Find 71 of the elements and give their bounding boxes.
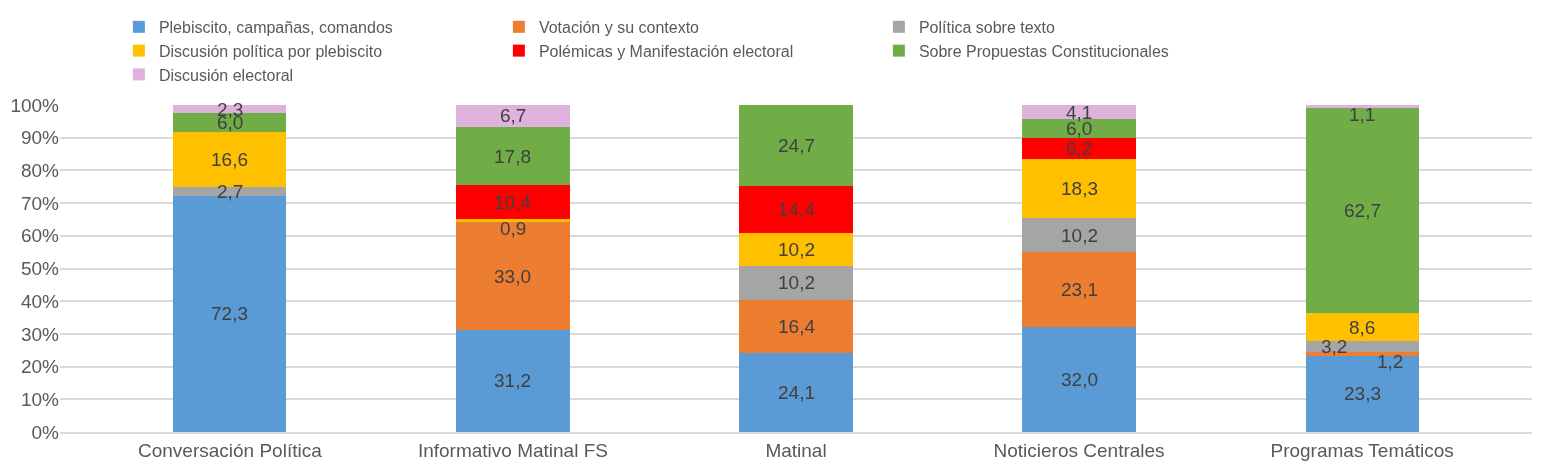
data-label: 62,7 xyxy=(1344,200,1381,221)
y-tick-label: 20% xyxy=(20,356,60,378)
data-label: 23,3 xyxy=(1344,383,1381,404)
x-tick-label: Programas Temáticos xyxy=(1270,439,1454,461)
bar xyxy=(1305,313,1419,342)
data-label: 0,9 xyxy=(500,218,527,239)
data-label: 4,1 xyxy=(1066,102,1093,123)
data-label: 32,0 xyxy=(1061,369,1098,390)
data-label: 72,3 xyxy=(211,303,248,324)
legend-label: Discusión política por plebiscito xyxy=(158,42,383,60)
legend-label: Política sobre texto xyxy=(918,19,1056,37)
legend-label: Votación y su contexto xyxy=(538,19,700,37)
y-tick-label: 10% xyxy=(20,388,60,410)
x-tick-label: Conversación Política xyxy=(137,439,323,461)
data-label: 10,4 xyxy=(494,192,532,213)
data-label: 6,2 xyxy=(1066,138,1093,159)
legend-label: Discusión electoral xyxy=(158,66,294,84)
bar xyxy=(1022,218,1136,252)
data-label: 23,1 xyxy=(1061,279,1098,300)
bar xyxy=(1305,105,1419,109)
bar xyxy=(739,353,853,432)
bar xyxy=(456,105,570,127)
legend-label: Polémicas y Manifestación electoral xyxy=(538,42,794,60)
data-label: 1,1 xyxy=(1349,104,1376,125)
data-label: 6,7 xyxy=(500,105,527,126)
data-label: 24,1 xyxy=(778,382,815,403)
bar xyxy=(739,266,853,300)
bar xyxy=(1305,108,1419,314)
bar xyxy=(739,299,853,354)
data-label: 3,2 xyxy=(1321,336,1348,357)
y-tick-label: 80% xyxy=(20,160,60,182)
x-tick-label: Noticieros Centrales xyxy=(993,439,1165,461)
y-tick-label: 50% xyxy=(20,258,60,280)
bar xyxy=(456,222,570,330)
data-label: 1,2 xyxy=(1377,351,1404,372)
y-tick-label: 100% xyxy=(10,94,60,116)
y-tick-label: 30% xyxy=(20,323,60,345)
data-label: 24,7 xyxy=(778,135,815,156)
data-label: 10,2 xyxy=(778,272,815,293)
data-label: 33,0 xyxy=(494,266,531,287)
data-label: 16,6 xyxy=(211,149,248,170)
y-tick-label: 60% xyxy=(20,225,60,247)
y-tick-label: 40% xyxy=(20,290,60,312)
x-tick-label: Informativo Matinal FS xyxy=(417,439,608,461)
bar xyxy=(1022,138,1136,159)
data-label: 17,8 xyxy=(494,146,531,167)
bar xyxy=(739,185,853,233)
data-label: 10,2 xyxy=(778,239,815,260)
data-label: 10,2 xyxy=(1061,225,1098,246)
y-tick-label: 0% xyxy=(31,421,60,443)
legend-label: Plebiscito, campañas, comandos xyxy=(158,19,393,37)
bar xyxy=(1022,251,1136,328)
bar xyxy=(456,126,570,186)
y-tick-label: 70% xyxy=(20,192,60,214)
y-tick-label: 90% xyxy=(20,127,60,149)
bar xyxy=(173,132,287,187)
legend-label: Sobre Propuestas Constitucionales xyxy=(918,42,1169,60)
bar xyxy=(456,219,570,223)
bar xyxy=(456,185,570,220)
data-label: 18,3 xyxy=(1061,178,1098,199)
data-label: 8,6 xyxy=(1349,317,1376,338)
bar xyxy=(739,232,853,267)
data-label: 31,2 xyxy=(494,370,531,391)
x-tick-label: Matinal xyxy=(765,439,827,461)
data-label: 14,4 xyxy=(778,199,816,220)
bar xyxy=(1305,355,1419,432)
bar xyxy=(456,329,570,432)
bar xyxy=(1022,327,1136,432)
data-label: 16,4 xyxy=(778,316,816,337)
bar xyxy=(739,105,853,186)
bar xyxy=(1022,158,1136,219)
